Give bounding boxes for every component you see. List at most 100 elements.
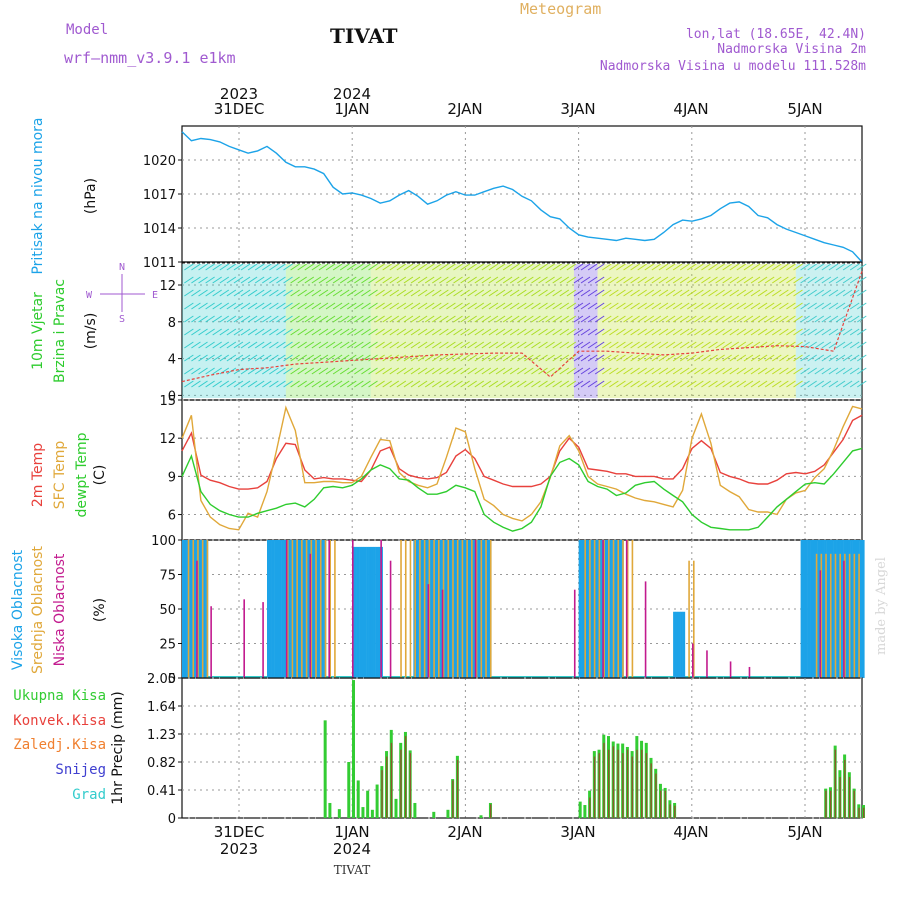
wind-barb [198,341,208,349]
mid-cloud-bar [584,540,586,678]
wind-barb [743,315,754,323]
wind-barb [602,341,612,349]
mid-cloud-bar [480,540,483,678]
wind-barb [672,354,683,362]
wind-barb [609,354,619,362]
wind-barb [573,276,584,284]
y-tick-label: 2.05 [147,672,176,687]
wind-barb [226,263,237,271]
high-cloud-bar [429,540,433,678]
wind-barb [424,315,435,323]
wind-barb [403,289,414,297]
wind-barb [672,380,683,388]
wind-barb [375,341,385,349]
wind-barb [361,302,371,310]
wind-barb [417,289,428,297]
temp-ylabel-2: SFC Temp [52,441,68,510]
high-cloud-bar [267,540,270,678]
wind-barb [552,263,562,271]
top-year-label: 2024 [333,85,371,103]
low-cloud-bar [474,540,477,678]
wind-barb [694,302,704,310]
wind-barb [517,380,527,388]
mid-cloud-bar [622,540,624,678]
compass-south: S [119,314,125,325]
low-cloud-bar [196,560,198,678]
wind-barb [502,341,513,349]
wind-barb [694,263,704,271]
compass-east: E [152,290,158,301]
wind-barb [509,302,520,310]
wind-barb [375,315,385,323]
wind-barb [849,276,860,284]
precip-convective-bar [631,756,634,818]
wind-barb [743,289,754,297]
wind-barb [339,354,350,362]
wind-barb [481,328,492,336]
wind-barb [502,367,513,375]
high-cloud-bar [604,540,608,678]
wind-barb [509,380,520,388]
wind-barb [814,354,825,362]
wind-barb [432,367,442,375]
wind-barb [347,380,357,388]
wind-barb [679,328,690,336]
wind-barb [772,341,782,349]
wind-barb [311,289,322,297]
mid-cloud-bar [452,540,454,678]
high-cloud-bar [486,540,490,678]
wind-barb [375,276,385,284]
wind-barb [793,328,803,336]
wind-barb [439,276,449,284]
wind-barb [439,341,449,349]
wind-barb [205,302,215,310]
top-day-label: 1JAN [334,100,369,118]
wind-barb [403,263,414,271]
wind-barb [651,367,662,375]
wind-barb [304,289,315,297]
wind-barb [594,354,605,362]
wind-barb [269,276,279,284]
precip-convective-bar [489,804,492,818]
wind-barb [205,276,215,284]
wind-barb [247,289,258,297]
precip-ylabel: 1hr Precip (mm) [110,691,126,804]
high-cloud-bar [292,540,296,678]
wind-barb [212,367,222,375]
wind-barb [757,328,768,336]
precip-convective-bar [641,749,643,818]
wind-barb [495,367,506,375]
bottom-day-label: 5JAN [787,823,822,841]
wind-barb [687,263,697,271]
wind-barb [828,315,839,323]
wind-barb [502,302,513,310]
wind-barb [396,302,407,310]
wind-barb [432,276,442,284]
wind-barb [410,315,421,323]
wind-barb [580,328,591,336]
wind-barb [538,302,548,310]
wind-barb [800,263,810,271]
wind-barb [857,302,867,310]
wind-barb [446,263,456,271]
wind-barb [736,289,747,297]
cloud-ylabel-2: Srednja Oblacnost [30,546,46,674]
wind-barb [545,263,555,271]
wind-barb [396,263,407,271]
wind-barb [283,354,293,362]
wind-barb [637,380,647,388]
wind-barb [446,276,456,284]
wind-barb [453,328,463,336]
high-cloud-bar [467,540,471,678]
wind-barb [262,354,272,362]
wind-barb [290,315,300,323]
wind-barb [290,328,300,336]
wind-barb [325,380,336,388]
wind-barb [609,380,619,388]
wind-barb [538,380,548,388]
wind-barb [580,380,591,388]
wind-barb [290,367,300,375]
wind-barb [708,341,718,349]
wind-barb [191,276,201,284]
wind-barb [821,276,832,284]
